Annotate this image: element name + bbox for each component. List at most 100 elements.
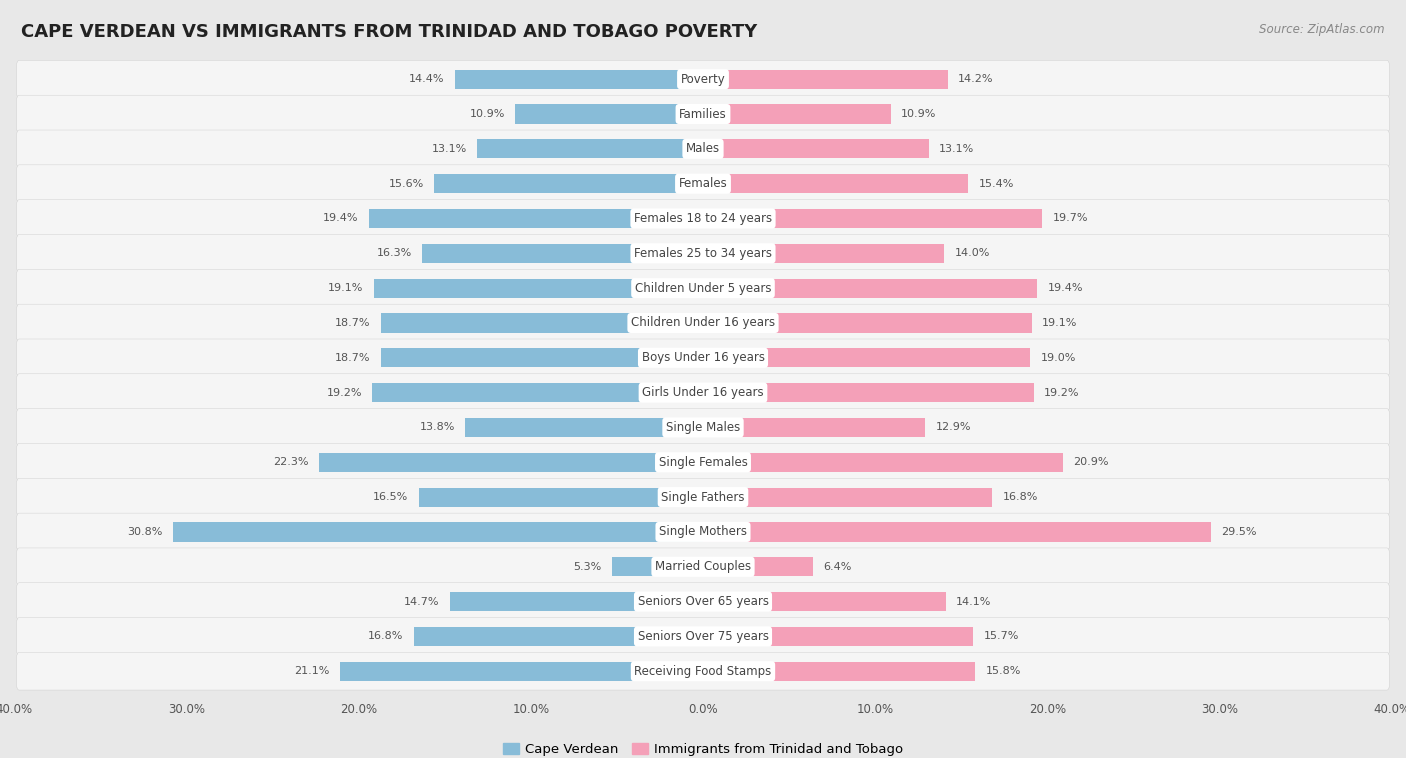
Bar [703, 522, 1211, 541]
Text: Families: Families [679, 108, 727, 121]
Text: 19.2%: 19.2% [326, 387, 361, 398]
Bar [381, 313, 703, 333]
Text: 19.1%: 19.1% [1042, 318, 1077, 328]
FancyBboxPatch shape [17, 653, 1389, 690]
Text: Children Under 5 years: Children Under 5 years [634, 282, 772, 295]
Text: 10.9%: 10.9% [901, 109, 936, 119]
FancyBboxPatch shape [17, 234, 1389, 272]
FancyBboxPatch shape [17, 199, 1389, 237]
FancyBboxPatch shape [17, 61, 1389, 98]
Text: Males: Males [686, 143, 720, 155]
FancyBboxPatch shape [17, 583, 1389, 620]
FancyBboxPatch shape [17, 478, 1389, 516]
Text: 29.5%: 29.5% [1222, 527, 1257, 537]
Bar [456, 70, 703, 89]
Text: 6.4%: 6.4% [824, 562, 852, 572]
FancyBboxPatch shape [17, 304, 1389, 342]
Text: 15.4%: 15.4% [979, 179, 1014, 189]
Bar [319, 453, 703, 471]
FancyBboxPatch shape [17, 618, 1389, 655]
Text: Seniors Over 75 years: Seniors Over 75 years [637, 630, 769, 643]
Text: 12.9%: 12.9% [935, 422, 972, 433]
Text: 22.3%: 22.3% [273, 457, 308, 467]
FancyBboxPatch shape [17, 339, 1389, 377]
Text: Single Females: Single Females [658, 456, 748, 468]
Text: 19.4%: 19.4% [1047, 283, 1083, 293]
Bar [374, 278, 703, 298]
Bar [703, 383, 1033, 402]
Text: Boys Under 16 years: Boys Under 16 years [641, 351, 765, 365]
Bar [703, 662, 976, 681]
Bar [478, 139, 703, 158]
Text: 19.2%: 19.2% [1045, 387, 1080, 398]
Bar [413, 627, 703, 646]
Text: 14.4%: 14.4% [409, 74, 444, 84]
Bar [703, 209, 1042, 228]
FancyBboxPatch shape [17, 548, 1389, 586]
Bar [703, 627, 973, 646]
Text: 15.6%: 15.6% [388, 179, 425, 189]
Bar [422, 244, 703, 263]
Text: Females 18 to 24 years: Females 18 to 24 years [634, 212, 772, 225]
FancyBboxPatch shape [17, 513, 1389, 551]
FancyBboxPatch shape [17, 409, 1389, 446]
Text: 13.1%: 13.1% [432, 144, 467, 154]
Text: 14.7%: 14.7% [404, 597, 440, 606]
FancyBboxPatch shape [17, 130, 1389, 168]
Bar [703, 174, 969, 193]
Text: 14.0%: 14.0% [955, 249, 990, 258]
Text: 15.8%: 15.8% [986, 666, 1021, 676]
FancyBboxPatch shape [17, 443, 1389, 481]
Text: Single Males: Single Males [666, 421, 740, 434]
Text: Single Mothers: Single Mothers [659, 525, 747, 538]
Bar [703, 418, 925, 437]
Bar [703, 348, 1031, 368]
Text: 16.8%: 16.8% [1002, 492, 1038, 502]
Bar [703, 313, 1032, 333]
Text: 13.8%: 13.8% [419, 422, 456, 433]
Text: Receiving Food Stamps: Receiving Food Stamps [634, 665, 772, 678]
Legend: Cape Verdean, Immigrants from Trinidad and Tobago: Cape Verdean, Immigrants from Trinidad a… [498, 738, 908, 758]
Text: 15.7%: 15.7% [984, 631, 1019, 641]
Bar [703, 105, 891, 124]
FancyBboxPatch shape [17, 269, 1389, 307]
Bar [703, 70, 948, 89]
Text: 18.7%: 18.7% [335, 318, 371, 328]
Text: Females: Females [679, 177, 727, 190]
Text: 16.8%: 16.8% [368, 631, 404, 641]
Text: 10.9%: 10.9% [470, 109, 505, 119]
Text: Poverty: Poverty [681, 73, 725, 86]
Text: Source: ZipAtlas.com: Source: ZipAtlas.com [1260, 23, 1385, 36]
Bar [703, 557, 813, 576]
Text: 16.5%: 16.5% [373, 492, 409, 502]
Text: 5.3%: 5.3% [574, 562, 602, 572]
Text: 21.1%: 21.1% [294, 666, 329, 676]
FancyBboxPatch shape [17, 164, 1389, 202]
Text: 19.4%: 19.4% [323, 214, 359, 224]
Text: Single Fathers: Single Fathers [661, 490, 745, 503]
Bar [173, 522, 703, 541]
Bar [703, 244, 945, 263]
Bar [703, 453, 1063, 471]
Bar [703, 592, 946, 611]
Text: 18.7%: 18.7% [335, 352, 371, 363]
Text: Girls Under 16 years: Girls Under 16 years [643, 386, 763, 399]
Bar [434, 174, 703, 193]
Bar [612, 557, 703, 576]
Text: 19.1%: 19.1% [329, 283, 364, 293]
Text: 13.1%: 13.1% [939, 144, 974, 154]
Bar [703, 278, 1038, 298]
Bar [373, 383, 703, 402]
Bar [381, 348, 703, 368]
Bar [419, 487, 703, 506]
FancyBboxPatch shape [17, 96, 1389, 133]
FancyBboxPatch shape [17, 374, 1389, 412]
Text: CAPE VERDEAN VS IMMIGRANTS FROM TRINIDAD AND TOBAGO POVERTY: CAPE VERDEAN VS IMMIGRANTS FROM TRINIDAD… [21, 23, 758, 41]
Text: 14.1%: 14.1% [956, 597, 991, 606]
Text: 30.8%: 30.8% [127, 527, 162, 537]
Text: 16.3%: 16.3% [377, 249, 412, 258]
Bar [703, 139, 928, 158]
Bar [368, 209, 703, 228]
Text: 20.9%: 20.9% [1073, 457, 1109, 467]
Text: 14.2%: 14.2% [957, 74, 994, 84]
